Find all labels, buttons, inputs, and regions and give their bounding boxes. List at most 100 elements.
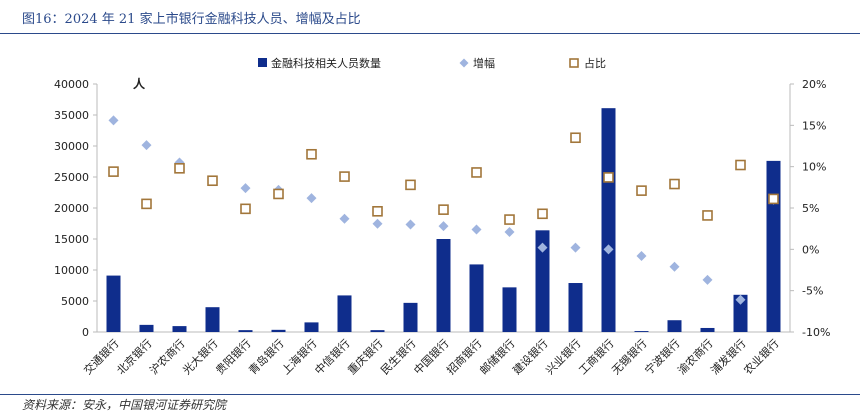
- growth-point-邮储银行: [504, 226, 515, 237]
- category-label: 邮储银行: [477, 336, 518, 377]
- title-rule: [0, 33, 860, 34]
- bar-建设银行: [535, 230, 550, 332]
- bar-上海银行: [304, 322, 319, 332]
- share-point-中信银行: [339, 171, 350, 182]
- share-point-宁波银行: [669, 178, 680, 190]
- right-tick-label: -10%: [802, 326, 830, 339]
- bar-贵阳银行: [238, 330, 253, 332]
- source-note: 资料来源：安永，中国银河证券研究院: [22, 398, 227, 412]
- category-label: 兴业银行: [543, 336, 584, 377]
- share-point-中国银行: [438, 204, 449, 215]
- legend-share-swatch: [569, 58, 579, 68]
- left-tick-label: 10000: [54, 264, 89, 277]
- left-tick-label: 25000: [54, 171, 89, 184]
- growth-point-贵阳银行: [240, 183, 251, 194]
- share-point-重庆银行: [372, 206, 383, 217]
- growth-point-建设银行: [537, 242, 548, 253]
- growth-point-中信银行: [339, 213, 350, 224]
- growth-point-重庆银行: [372, 218, 383, 229]
- growth-point-无锡银行: [636, 250, 647, 261]
- share-point-无锡银行: [636, 185, 647, 196]
- share-point-建设银行: [537, 208, 548, 220]
- category-label: 渝农商行: [675, 336, 716, 377]
- bar-光大银行: [205, 307, 220, 332]
- category-label: 建设银行: [510, 336, 551, 377]
- share-point-沪农商行: [174, 163, 185, 174]
- bar-宁波银行: [667, 320, 682, 332]
- right-tick-label: 20%: [802, 78, 826, 91]
- share-point-青岛银行: [273, 188, 284, 200]
- category-label: 招商银行: [444, 336, 485, 377]
- growth-point-招商银行: [471, 224, 482, 235]
- right-tick-label: 15%: [802, 119, 826, 132]
- category-label: 中信银行: [312, 336, 353, 377]
- left-tick-label: 15000: [54, 233, 89, 246]
- bar-邮储银行: [502, 287, 517, 332]
- share-point-上海银行: [306, 148, 317, 160]
- growth-point-上海银行: [306, 193, 317, 204]
- category-label: 民生银行: [378, 336, 419, 377]
- share-point-贵阳银行: [240, 203, 251, 215]
- figure-title: 图16：2024 年 21 家上市银行金融科技人员、增幅及占比: [22, 12, 361, 27]
- category-label: 青岛银行: [246, 336, 287, 377]
- category-label: 贵阳银行: [213, 336, 254, 377]
- share-point-光大银行: [207, 175, 218, 187]
- bar-无锡银行: [634, 331, 649, 332]
- category-label: 北京银行: [114, 336, 155, 377]
- category-label: 重庆银行: [345, 336, 386, 377]
- category-label: 工商银行: [576, 336, 617, 377]
- growth-point-渝农商行: [702, 274, 713, 285]
- bar-重庆银行: [370, 330, 385, 332]
- bar-民生银行: [403, 302, 418, 332]
- left-tick-label: 30000: [54, 140, 89, 153]
- right-tick-label: 10%: [802, 161, 826, 174]
- growth-point-兴业银行: [570, 242, 581, 253]
- bar-沪农商行: [172, 326, 187, 332]
- bar-渝农商行: [700, 327, 715, 332]
- share-point-北京银行: [141, 198, 152, 210]
- source-rule: [0, 394, 860, 395]
- share-point-工商银行: [603, 172, 614, 183]
- bar-交通银行: [106, 275, 121, 332]
- category-label: 沪农商行: [147, 336, 188, 377]
- share-point-民生银行: [405, 179, 416, 191]
- share-point-邮储银行: [504, 214, 515, 225]
- category-label: 上海银行: [279, 336, 320, 377]
- growth-point-宁波银行: [669, 261, 680, 272]
- left-tick-label: 40000: [54, 78, 89, 91]
- category-label: 宁波银行: [642, 336, 683, 377]
- share-point-交通银行: [108, 166, 119, 177]
- bar-北京银行: [139, 324, 154, 332]
- left-axis-unit: 人: [133, 76, 146, 91]
- category-label: 中国银行: [411, 336, 452, 377]
- share-point-浦发银行: [735, 159, 746, 171]
- bar-浦发银行: [733, 294, 748, 332]
- bar-兴业银行: [568, 283, 583, 332]
- legend-growth-label: 增幅: [473, 56, 495, 70]
- category-label: 交通银行: [81, 336, 122, 377]
- growth-point-交通银行: [108, 115, 119, 126]
- bar-招商银行: [469, 264, 484, 332]
- legend-growth-swatch: [459, 58, 469, 68]
- left-tick-label: 0: [82, 326, 89, 339]
- bar-中信银行: [337, 295, 352, 332]
- right-tick-label: 0%: [802, 243, 819, 256]
- right-tick-label: -5%: [802, 285, 823, 298]
- category-label: 农业银行: [741, 336, 782, 377]
- category-label: 无锡银行: [609, 336, 650, 377]
- legend-bar-label: 金融科技相关人员数量: [271, 56, 381, 70]
- legend-bar-swatch: [258, 58, 267, 67]
- left-tick-label: 5000: [61, 295, 89, 308]
- bar-工商银行: [601, 108, 616, 333]
- left-tick-label: 35000: [54, 109, 89, 122]
- growth-point-民生银行: [405, 219, 416, 230]
- right-tick-label: 5%: [802, 202, 819, 215]
- bar-青岛银行: [271, 329, 286, 332]
- bar-农业银行: [766, 160, 781, 332]
- share-point-农业银行: [768, 193, 779, 205]
- share-point-渝农商行: [702, 210, 713, 221]
- growth-point-北京银行: [141, 140, 152, 151]
- share-point-兴业银行: [570, 132, 581, 144]
- bar-中国银行: [436, 239, 451, 332]
